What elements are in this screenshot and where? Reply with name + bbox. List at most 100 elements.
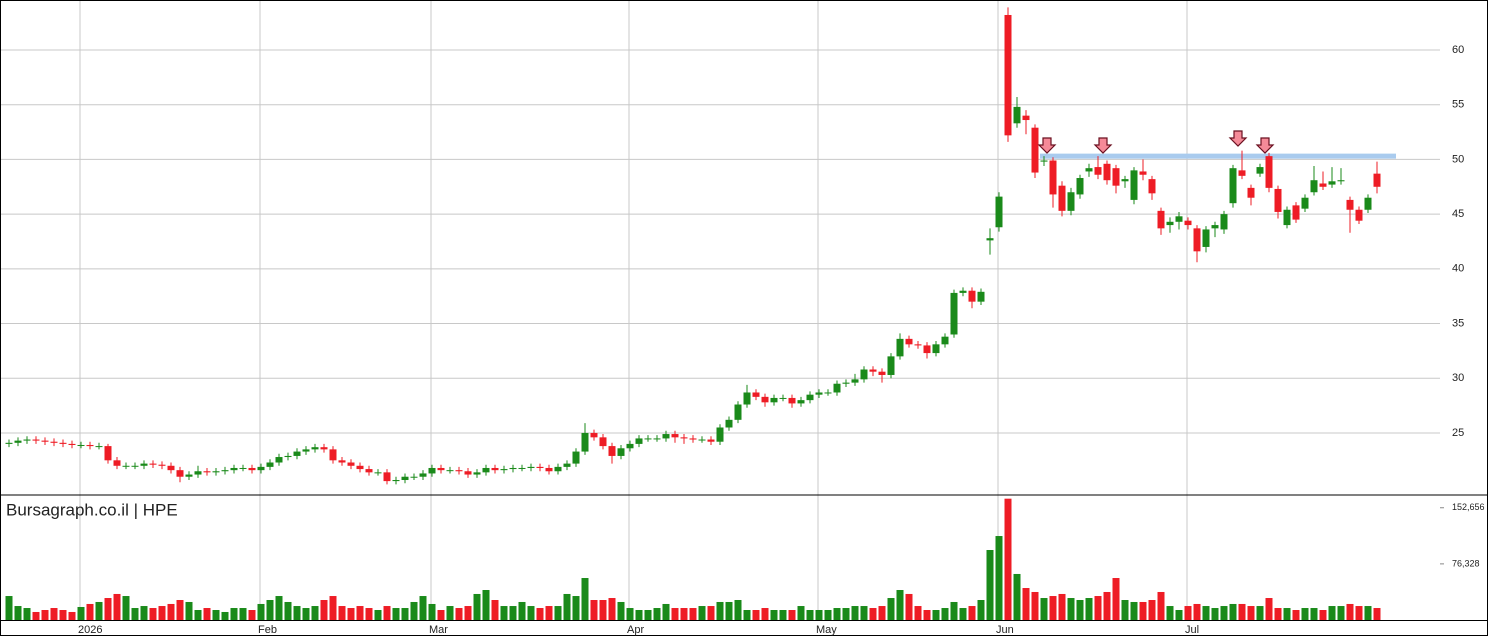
volume-bar (491, 600, 499, 620)
candle-body (1103, 163, 1111, 181)
volume-bar (32, 611, 40, 620)
candle-body (1184, 220, 1192, 226)
volume-bar (1202, 606, 1210, 620)
volume-bar (689, 608, 697, 620)
volume-bar (131, 608, 139, 620)
chart-title: Bursagraph.co.il | HPE (6, 500, 178, 519)
volume-bar (1364, 606, 1372, 620)
candle-body (482, 467, 490, 473)
volume-bar (581, 578, 589, 620)
candle-body (1004, 14, 1012, 136)
volume-bar (905, 593, 913, 620)
candle-body (392, 480, 400, 482)
arrow (1037, 137, 1057, 154)
volume-bar (842, 608, 850, 620)
volume-bar (401, 608, 409, 620)
candle-body (752, 392, 760, 397)
volume-bar (230, 608, 238, 620)
candle-body (1373, 173, 1381, 187)
candle-body (1238, 170, 1246, 176)
y-tick-label: 55 (1452, 99, 1464, 111)
volume-bar (779, 610, 787, 620)
candle-body (95, 446, 103, 448)
candle-body (1076, 178, 1084, 195)
volume-bar (527, 606, 535, 620)
candle-body (167, 465, 175, 471)
candle-body (905, 338, 913, 345)
candle-body (356, 465, 364, 470)
candle-body (1256, 167, 1264, 174)
candle-body (275, 457, 283, 463)
volume-bar (995, 536, 1003, 620)
volume-bar (1238, 603, 1246, 620)
marks (5, 7, 1396, 620)
candle-body (734, 404, 742, 420)
candle-body (1247, 187, 1255, 198)
candle-body (383, 472, 391, 482)
x-tick-label: Jul (1185, 624, 1199, 636)
volume-bar (914, 606, 922, 620)
candle-body (1058, 185, 1066, 211)
candle-body (716, 427, 724, 442)
candle-body (725, 419, 733, 428)
candle-body (1292, 205, 1300, 220)
candle-body (554, 466, 562, 472)
volume-bar (284, 601, 292, 620)
candle-body (1328, 181, 1336, 185)
volume-bar (644, 610, 652, 620)
candle-body (1283, 209, 1291, 226)
volume-bar (1130, 601, 1138, 620)
x-tick-label: Feb (258, 624, 277, 636)
volume-bar (347, 608, 355, 620)
volume-bar (446, 606, 454, 620)
candle-body (1013, 106, 1021, 124)
candle-body (977, 291, 985, 302)
candle-body (797, 400, 805, 404)
volume-bar (1328, 606, 1336, 620)
volume-bar (806, 610, 814, 620)
volume-bar (851, 606, 859, 620)
volume-bar (455, 608, 463, 620)
volume-bar (1049, 596, 1057, 620)
candle-body (32, 439, 40, 441)
volume-bar (23, 608, 31, 620)
volume-bar (329, 596, 337, 620)
volume-bar (1265, 598, 1273, 620)
volume-bar (986, 550, 994, 620)
volume-bar (1274, 608, 1282, 620)
candle-body (68, 443, 76, 445)
candle-body (626, 443, 634, 449)
volume-bar (338, 606, 346, 620)
candle-body (491, 467, 499, 471)
volume-bar (473, 593, 481, 620)
candle-body (671, 434, 679, 438)
volume-bar (257, 603, 265, 620)
volume-bar (158, 606, 166, 620)
volume-bar (1040, 598, 1048, 620)
volume-bar (869, 608, 877, 620)
y-tick-label: 50 (1452, 153, 1464, 165)
volume-bar (1076, 600, 1084, 620)
candle-body (824, 392, 832, 394)
y-tick-label: 60 (1452, 44, 1464, 56)
volume-bar (761, 608, 769, 620)
volume-bar (617, 601, 625, 620)
volume-bar (1022, 588, 1030, 620)
candle-body (1148, 179, 1156, 194)
volume-bar (977, 600, 985, 620)
candle-body (914, 344, 922, 346)
candle-body (1022, 115, 1030, 121)
candle-body (86, 444, 94, 447)
candle-body (473, 472, 481, 475)
volume-bar (1310, 608, 1318, 620)
volume-bar (554, 606, 562, 620)
candle-body (329, 449, 337, 461)
volume-bar (428, 603, 436, 620)
volume-bar (941, 608, 949, 620)
candle-body (1346, 199, 1354, 210)
candle-body (1265, 156, 1273, 188)
volume-bar (320, 600, 328, 620)
volume-bar (266, 600, 274, 620)
volume-bar (410, 601, 418, 620)
volume-bar (419, 596, 427, 620)
